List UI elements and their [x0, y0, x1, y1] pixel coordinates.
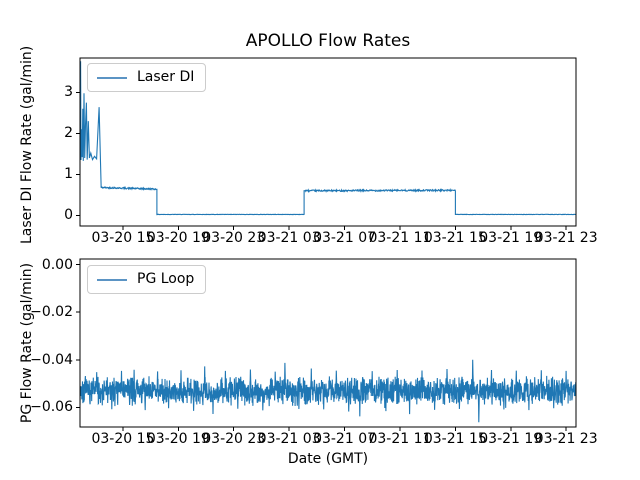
x-tick-label: 03-21 15: [423, 431, 487, 447]
x-axis-label: Date (GMT): [287, 451, 369, 467]
axes-frame-0: [79, 57, 577, 227]
x-tick-label: 03-21 03: [257, 230, 321, 246]
x-tick-label: 03-21 19: [479, 431, 543, 447]
x-tick-label: 03-20 15: [91, 431, 155, 447]
y-tick-label: 0.00: [41, 256, 73, 273]
y-tick-label: −0.04: [30, 351, 73, 368]
x-tick-label: 03-21 11: [368, 431, 432, 447]
x-tick-label: 03-21 23: [534, 431, 598, 447]
x-tick-label: 03-21 11: [368, 230, 432, 246]
x-tick-label: 03-20 23: [202, 230, 266, 246]
y-tick-label: −0.06: [30, 399, 73, 416]
x-tick-label: 03-21 07: [313, 230, 377, 246]
chart-title: APOLLO Flow Rates: [245, 31, 411, 51]
legend-line-sample-icon: [97, 76, 127, 79]
x-tick-label: 03-21 19: [479, 230, 543, 246]
y-tick-label: −0.02: [30, 304, 73, 321]
x-tick-label: 03-21 23: [534, 230, 598, 246]
x-tick-label: 03-20 15: [91, 230, 155, 246]
y-tick-label: 0: [64, 207, 73, 224]
x-tick-label: 03-20 19: [146, 230, 210, 246]
y-tick-label: 1: [64, 166, 73, 183]
legend-laser-di: Laser DI: [87, 63, 207, 92]
legend-label-pg-loop: PG Loop: [137, 271, 195, 287]
legend-line-sample-icon: [97, 278, 127, 281]
x-tick-label: 03-20 19: [146, 431, 210, 447]
x-tick-label: 03-21 03: [257, 431, 321, 447]
pg-loop-line: [80, 359, 576, 423]
laser-di-line: [80, 61, 576, 216]
x-tick-label: 03-20 23: [202, 431, 266, 447]
x-tick-label: 03-21 07: [313, 431, 377, 447]
legend-label-laser-di: Laser DI: [137, 69, 195, 85]
legend-pg-loop: PG Loop: [87, 265, 207, 294]
x-tick-label: 03-21 15: [423, 230, 487, 246]
axes-frame-1: [79, 258, 577, 428]
y-tick-label: 2: [64, 125, 73, 142]
y-tick-label: 3: [64, 84, 73, 101]
